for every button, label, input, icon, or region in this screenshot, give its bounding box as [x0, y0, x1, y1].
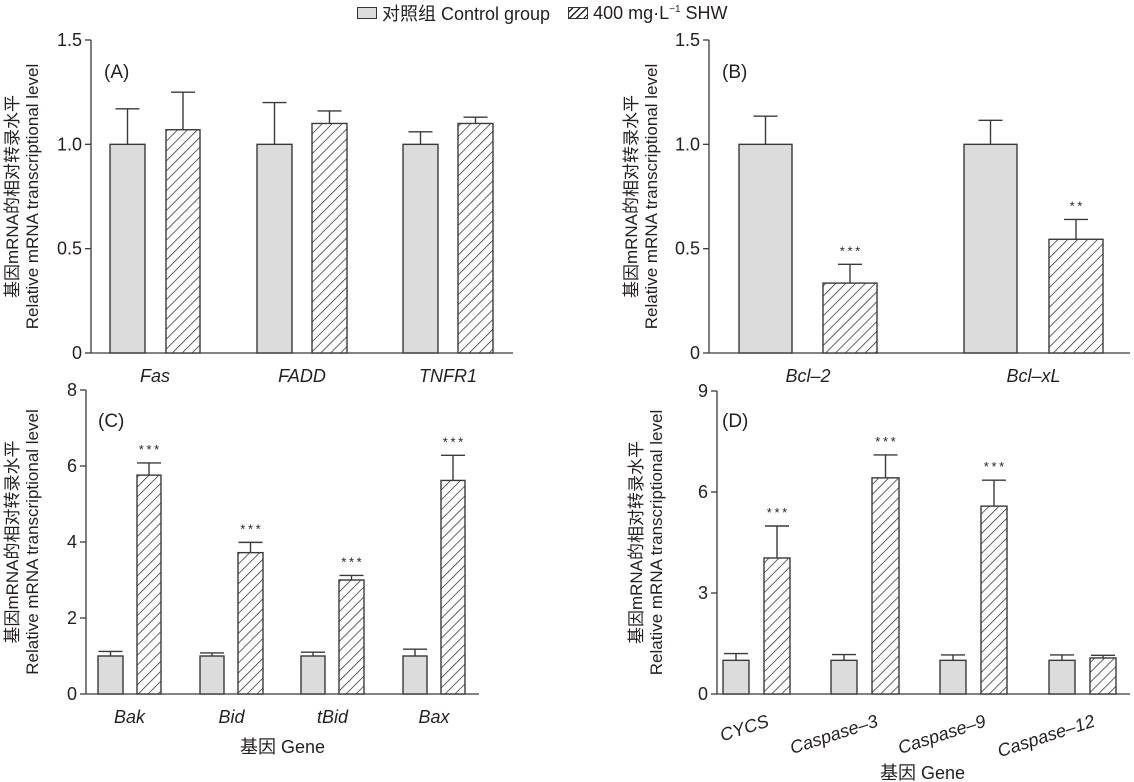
significance-label: * * *	[767, 505, 787, 520]
y-tick-label: 6	[698, 482, 708, 502]
y-tick-label: 0	[72, 343, 82, 363]
y-tick-label: 2	[67, 608, 77, 628]
bar-shw	[822, 282, 878, 354]
x-tick-label: Caspase–9	[895, 711, 988, 758]
y-axis-label-cn: 基因mRNA的相对转录水平	[3, 440, 22, 643]
y-tick-label: 8	[67, 380, 77, 400]
bar-control	[738, 143, 793, 354]
x-tick-label: Bcl–xL	[1006, 366, 1060, 386]
y-axis-label: Relative mRNA transcriptional level	[23, 409, 42, 675]
bar-shw	[311, 122, 348, 354]
bar-shw	[871, 477, 900, 695]
y-axis-label: Relative mRNA transcriptional level	[647, 410, 666, 676]
significance-label: * * *	[840, 243, 860, 258]
panel-label: (A)	[104, 62, 129, 83]
x-tick-label: Bax	[418, 707, 450, 727]
panel-c: 0 2 4 6 8 基因mRNA的相对转录水平 Relative mRNA transcri…	[3, 380, 479, 757]
legend-swatch-control	[357, 7, 377, 19]
significance-label: * * *	[139, 442, 159, 457]
bar-control	[830, 659, 858, 695]
bar-shw	[237, 551, 264, 695]
legend-swatch-shw	[568, 7, 589, 19]
significance-label: * * *	[240, 521, 260, 536]
significance-label: * * *	[875, 434, 895, 449]
bar-control	[199, 655, 225, 695]
x-tick-label: Caspase–12	[995, 711, 1097, 761]
y-axis-label: Relative mRNA transcriptional level	[23, 64, 42, 330]
bar-shw	[980, 505, 1008, 695]
y-tick-label: 0	[67, 684, 77, 704]
bar-shw	[165, 129, 201, 354]
bar-control	[256, 143, 293, 354]
y-tick-label: 6	[67, 456, 77, 476]
bar-control	[963, 143, 1018, 354]
x-tick-label: TNFR1	[419, 366, 477, 386]
bar-shw	[763, 557, 791, 695]
y-tick-label: 3	[698, 583, 708, 603]
bar-control	[939, 659, 967, 695]
legend-label-control: 对照组 Control group	[382, 4, 551, 24]
panel-label: (D)	[722, 411, 748, 432]
y-tick-label: 9	[698, 381, 708, 401]
y-tick-label: 1.5	[675, 30, 700, 50]
bar-shw	[338, 579, 365, 695]
y-tick-label: 1.5	[57, 30, 82, 50]
bar-shw	[1048, 238, 1104, 354]
bar-control	[97, 655, 124, 695]
x-tick-label: Caspase–3	[787, 711, 880, 758]
bar-shw	[136, 474, 162, 695]
panel-d: 0 3 6 9 基因mRNA的相对转录水平 Relative mRNA transcrip…	[627, 381, 1130, 782]
panel-b: 0 0.5 1.0 1.5 基因mRNA的相对转录水平 Relative mRNA tra…	[622, 30, 1130, 386]
y-axis-label-cn: 基因mRNA的相对转录水平	[627, 441, 646, 644]
panel-a: 0 0.5 1.0 1.5 基因mRNA的相对转录水平 Relative mRNA tra…	[3, 30, 513, 386]
y-tick-label: 1.0	[57, 134, 82, 154]
y-tick-label: 1.0	[675, 134, 700, 154]
y-tick-label: 0.5	[675, 239, 700, 259]
y-tick-label: 0.5	[57, 239, 82, 259]
x-tick-label: Bid	[218, 707, 245, 727]
y-axis-label-cn: 基因mRNA的相对转录水平	[622, 95, 641, 298]
bar-control	[402, 655, 428, 695]
x-axis-label: 基因 Gene	[880, 763, 965, 782]
significance-label: * * *	[984, 459, 1004, 474]
y-axis-label-cn: 基因mRNA的相对转录水平	[3, 95, 22, 298]
bar-control	[1048, 659, 1076, 695]
significance-label: * * *	[443, 434, 463, 449]
significance-label: * * *	[341, 554, 361, 569]
legend-label-shw: 400 mg·L−1 SHW	[593, 2, 728, 23]
legend: 对照组 Control group 400 mg·L−1 SHW	[357, 1, 728, 25]
panel-label: (C)	[98, 411, 124, 432]
bar-shw	[440, 479, 466, 695]
x-axis-label: 基因 Gene	[240, 737, 325, 757]
bar-control	[300, 655, 326, 695]
x-tick-label: CYCS	[717, 711, 771, 745]
bar-control	[402, 143, 439, 354]
x-tick-label: Bcl–2	[785, 366, 830, 386]
x-tick-label: Fas	[140, 366, 170, 386]
y-tick-label: 4	[67, 532, 77, 552]
y-axis-label: Relative mRNA transcriptional level	[642, 64, 661, 330]
bar-shw	[457, 122, 494, 354]
x-tick-label: FADD	[278, 366, 326, 386]
x-tick-label: Bak	[114, 707, 146, 727]
x-tick-label: tBid	[317, 707, 349, 727]
y-tick-label: 0	[690, 343, 700, 363]
panel-label: (B)	[722, 62, 747, 83]
bar-control	[722, 659, 750, 695]
bar-shw	[1089, 657, 1117, 695]
significance-label: * *	[1070, 198, 1083, 213]
y-tick-label: 0	[698, 684, 708, 704]
bar-control	[109, 143, 146, 354]
